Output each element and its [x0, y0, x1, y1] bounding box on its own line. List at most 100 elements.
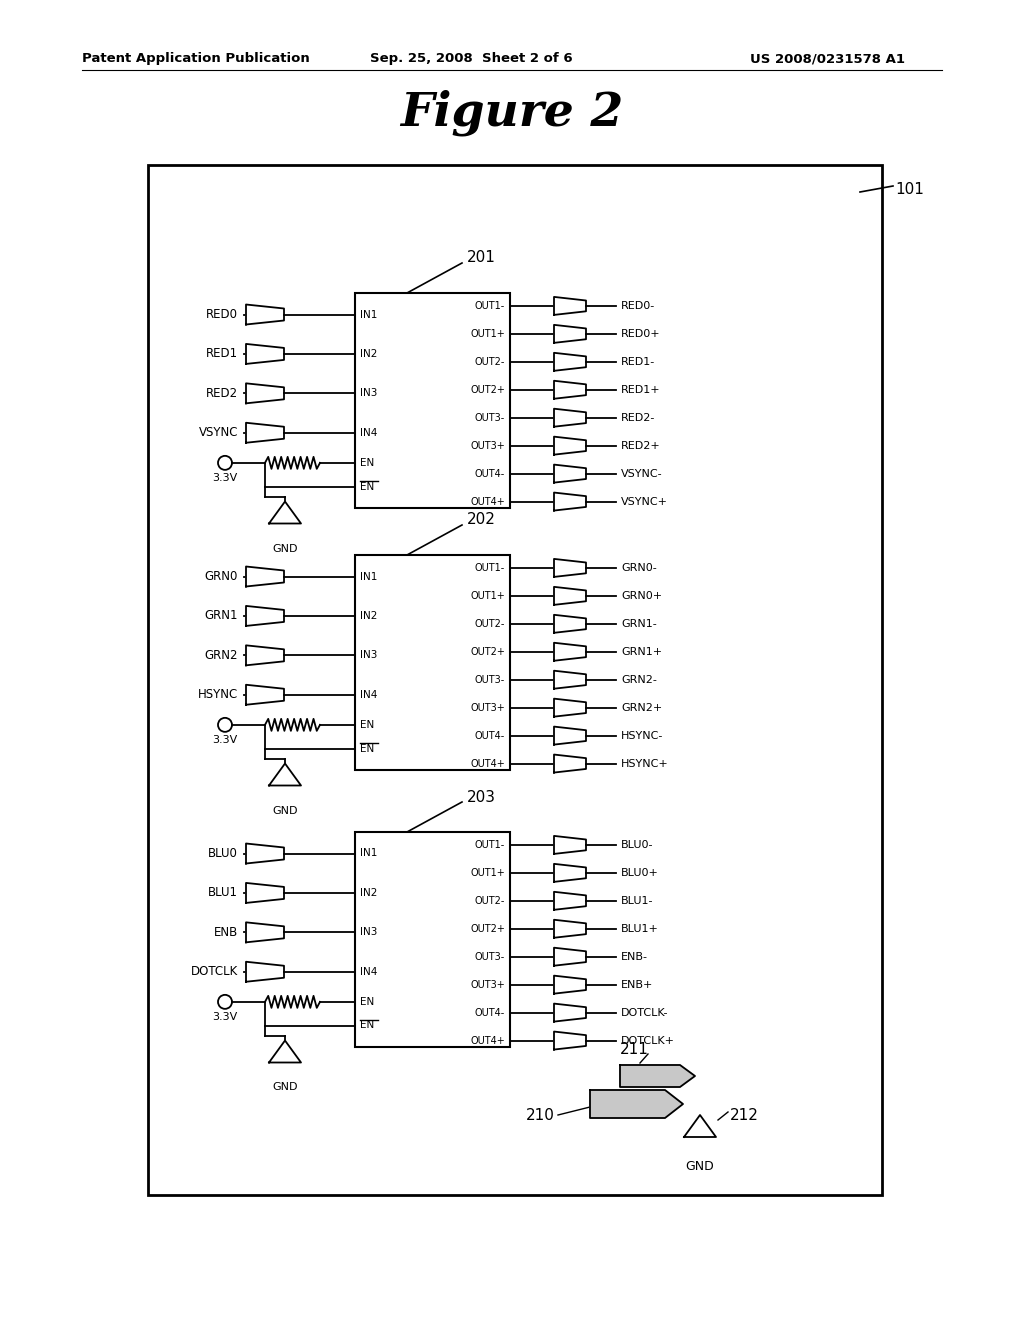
Text: 3.3V: 3.3V [212, 1012, 238, 1022]
Polygon shape [554, 948, 586, 966]
Text: RED1: RED1 [206, 347, 238, 360]
Polygon shape [554, 325, 586, 343]
Text: IN1: IN1 [360, 309, 378, 319]
Polygon shape [554, 492, 586, 511]
Polygon shape [554, 1031, 586, 1049]
Text: GND: GND [272, 805, 298, 816]
Text: Figure 2: Figure 2 [400, 90, 624, 136]
Polygon shape [246, 345, 284, 364]
Text: BLU1: BLU1 [208, 887, 238, 899]
Text: RED2: RED2 [206, 387, 238, 400]
Polygon shape [246, 923, 284, 942]
Text: EN: EN [360, 743, 374, 754]
Text: OUT1-: OUT1- [475, 840, 505, 850]
Polygon shape [684, 1115, 716, 1137]
Text: GRN2: GRN2 [205, 649, 238, 661]
Text: GRN0-: GRN0- [621, 562, 656, 573]
Text: ENB+: ENB+ [621, 979, 653, 990]
Text: DOTCLK+: DOTCLK+ [621, 1036, 675, 1045]
Polygon shape [554, 297, 586, 315]
Text: US 2008/0231578 A1: US 2008/0231578 A1 [750, 51, 905, 65]
Text: Patent Application Publication: Patent Application Publication [82, 51, 309, 65]
Bar [355, 554, 510, 770]
Text: IN4: IN4 [360, 966, 378, 977]
Text: GRN0+: GRN0+ [621, 591, 663, 601]
Polygon shape [269, 1040, 301, 1063]
Text: GND: GND [686, 1160, 715, 1173]
Text: OUT3+: OUT3+ [470, 979, 505, 990]
Text: OUT1-: OUT1- [475, 562, 505, 573]
Text: VSYNC-: VSYNC- [621, 469, 663, 479]
Text: IN4: IN4 [360, 428, 378, 438]
Text: IN4: IN4 [360, 690, 378, 700]
Text: IN3: IN3 [360, 651, 378, 660]
Text: ENB-: ENB- [621, 952, 648, 962]
Polygon shape [246, 962, 284, 982]
Text: IN1: IN1 [360, 849, 378, 858]
Polygon shape [246, 566, 284, 586]
Text: GRN1: GRN1 [205, 610, 238, 623]
Polygon shape [554, 671, 586, 689]
Text: RED1+: RED1+ [621, 384, 660, 395]
Text: RED2-: RED2- [621, 413, 655, 422]
Text: OUT1-: OUT1- [475, 301, 505, 312]
Text: OUT2+: OUT2+ [470, 647, 505, 657]
Text: GRN1-: GRN1- [621, 619, 656, 628]
Text: EN: EN [360, 458, 374, 467]
Text: EN: EN [360, 1020, 374, 1031]
Text: OUT2+: OUT2+ [470, 384, 505, 395]
Bar [355, 293, 510, 508]
Text: 3.3V: 3.3V [212, 473, 238, 483]
Text: IN2: IN2 [360, 888, 378, 898]
Polygon shape [269, 502, 301, 524]
Polygon shape [554, 437, 586, 454]
Text: OUT3+: OUT3+ [470, 702, 505, 713]
Text: GRN0: GRN0 [205, 570, 238, 583]
Text: OUT3-: OUT3- [475, 413, 505, 422]
Polygon shape [554, 920, 586, 937]
Polygon shape [590, 1090, 683, 1118]
Text: RED0-: RED0- [621, 301, 655, 312]
Polygon shape [554, 465, 586, 483]
Text: OUT2-: OUT2- [475, 356, 505, 367]
Text: IN1: IN1 [360, 572, 378, 582]
Text: BLU1-: BLU1- [621, 896, 653, 906]
Text: OUT4+: OUT4+ [470, 496, 505, 507]
Polygon shape [269, 763, 301, 785]
Polygon shape [554, 863, 586, 882]
Text: GRN2-: GRN2- [621, 675, 656, 685]
Text: HSYNC: HSYNC [198, 688, 238, 701]
Text: 203: 203 [467, 789, 496, 804]
Text: EN: EN [360, 719, 374, 730]
Text: Sep. 25, 2008  Sheet 2 of 6: Sep. 25, 2008 Sheet 2 of 6 [370, 51, 572, 65]
Polygon shape [554, 352, 586, 371]
Text: DOTCLK-: DOTCLK- [621, 1007, 669, 1018]
Text: OUT2-: OUT2- [475, 896, 505, 906]
Polygon shape [554, 643, 586, 661]
Text: HSYNC-: HSYNC- [621, 730, 664, 741]
Polygon shape [554, 726, 586, 744]
Text: 3.3V: 3.3V [212, 735, 238, 744]
Text: OUT3-: OUT3- [475, 952, 505, 962]
Text: VSYNC+: VSYNC+ [621, 496, 668, 507]
Text: IN2: IN2 [360, 348, 378, 359]
Text: OUT2+: OUT2+ [470, 924, 505, 933]
Bar [148, 165, 882, 1195]
Text: OUT4+: OUT4+ [470, 1036, 505, 1045]
Polygon shape [554, 755, 586, 772]
Text: BLU0+: BLU0+ [621, 867, 658, 878]
Polygon shape [554, 975, 586, 994]
Polygon shape [554, 615, 586, 632]
Bar [355, 832, 510, 1047]
Text: GRN2+: GRN2+ [621, 702, 663, 713]
Text: OUT3+: OUT3+ [470, 441, 505, 450]
Text: OUT4-: OUT4- [475, 469, 505, 479]
Text: 212: 212 [730, 1107, 759, 1122]
Text: DOTCLK: DOTCLK [190, 965, 238, 978]
Text: GND: GND [272, 1082, 298, 1093]
Text: GND: GND [272, 544, 298, 553]
Text: RED2+: RED2+ [621, 441, 660, 450]
Polygon shape [246, 383, 284, 404]
Polygon shape [554, 892, 586, 909]
Polygon shape [554, 409, 586, 426]
